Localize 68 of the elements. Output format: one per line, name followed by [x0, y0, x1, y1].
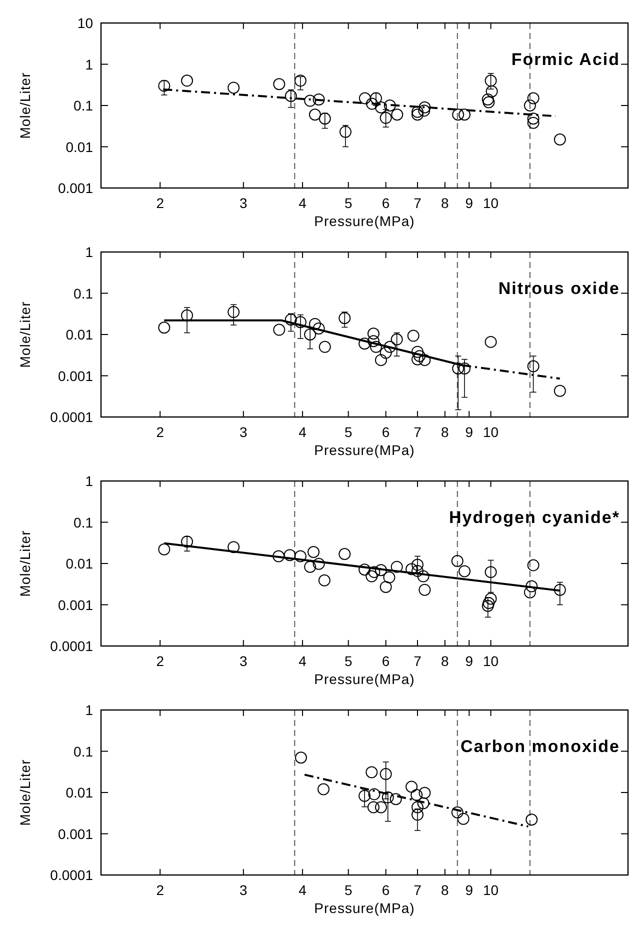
- x-tick-label: 6: [382, 882, 390, 898]
- y-tick-label: 0.1: [74, 514, 94, 530]
- x-tick-label: 8: [441, 653, 450, 669]
- y-tick-label: 0.01: [66, 784, 94, 800]
- x-tick-label: 5: [344, 653, 352, 669]
- x-tick-label: 2: [156, 653, 164, 669]
- x-axis-title: Pressure(MPa): [314, 213, 415, 229]
- x-tick-label: 8: [441, 882, 450, 898]
- x-tick-label: 4: [298, 424, 307, 440]
- x-tick-label: 2: [156, 195, 164, 211]
- y-tick-label: 0.001: [58, 596, 94, 613]
- x-tick-label: 8: [441, 424, 450, 440]
- y-tick-label: 0.01: [66, 138, 94, 155]
- x-tick-label: 2: [156, 424, 164, 440]
- x-tick-label: 10: [482, 882, 499, 898]
- x-tick-label: 8: [441, 195, 450, 211]
- y-tick-label: 0.0001: [50, 867, 94, 883]
- x-tick-label: 7: [414, 424, 422, 440]
- x-tick-label: 9: [465, 424, 474, 440]
- x-tick-label: 9: [465, 653, 474, 669]
- x-tick-label: 10: [482, 195, 499, 211]
- y-tick-label: 0.01: [66, 556, 94, 572]
- x-tick-label: 4: [298, 195, 307, 211]
- y-tick-label: 1: [85, 702, 94, 718]
- x-tick-label: 3: [240, 424, 248, 440]
- x-tick-label: 6: [382, 653, 390, 669]
- y-tick-label: 0.01: [66, 326, 94, 342]
- y-axis-title: Mole/Liter: [17, 72, 33, 139]
- x-tick-label: 10: [482, 653, 499, 669]
- y-tick-label: 1: [85, 473, 94, 489]
- text: Nitrous oxide: [498, 279, 620, 298]
- y-tick-label: 0.001: [58, 826, 94, 842]
- x-axis-title: Pressure(MPa): [314, 671, 415, 687]
- y-axis-title: Mole/Liter: [17, 301, 33, 368]
- y-tick-label: 0.0001: [50, 409, 94, 425]
- x-tick-label: 4: [298, 653, 307, 669]
- y-tick-label: 0.1: [74, 98, 94, 114]
- y-tick-label: 10: [77, 15, 94, 31]
- x-tick-label: 5: [344, 882, 352, 898]
- text: Carbon monoxide: [460, 737, 620, 756]
- x-tick-label: 7: [414, 882, 422, 898]
- x-tick-label: 5: [344, 424, 352, 440]
- x-tick-label: 9: [465, 882, 474, 898]
- x-tick-label: 10: [482, 424, 499, 440]
- y-tick-label: 0.001: [58, 368, 94, 384]
- y-axis-title: Mole/Liter: [17, 530, 33, 597]
- x-tick-label: 3: [240, 653, 248, 669]
- y-tick-label: 0.1: [74, 285, 94, 302]
- text: Formic Acid: [511, 50, 620, 69]
- x-tick-label: 2: [156, 882, 164, 898]
- x-tick-label: 3: [240, 195, 248, 211]
- x-axis-title: Pressure(MPa): [314, 900, 415, 916]
- x-tick-label: 9: [465, 195, 474, 211]
- y-tick-label: 0.0001: [50, 638, 94, 654]
- y-axis-title: Mole/Liter: [17, 759, 33, 826]
- y-tick-label: 1: [85, 244, 94, 260]
- x-axis-title: Pressure(MPa): [314, 442, 415, 458]
- y-tick-label: 0.001: [58, 180, 94, 196]
- y-tick-label: 1: [85, 56, 94, 72]
- x-tick-label: 3: [240, 882, 248, 898]
- y-tick-label: 0.1: [74, 743, 94, 760]
- x-tick-label: 4: [298, 882, 307, 898]
- x-tick-label: 6: [382, 195, 390, 211]
- x-tick-label: 7: [414, 653, 422, 669]
- x-tick-label: 5: [344, 195, 352, 211]
- x-tick-label: 6: [382, 424, 390, 440]
- text: Hydrogen cyanide*: [449, 508, 620, 527]
- x-tick-label: 7: [414, 195, 422, 211]
